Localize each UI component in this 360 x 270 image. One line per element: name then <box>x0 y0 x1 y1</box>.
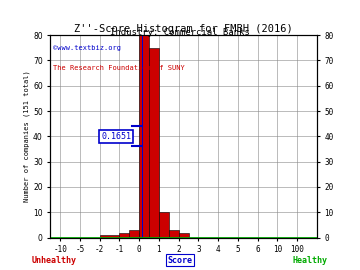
Text: Industry: Commercial Banks: Industry: Commercial Banks <box>110 28 250 37</box>
Bar <box>149 48 159 238</box>
Y-axis label: Number of companies (151 total): Number of companies (151 total) <box>24 70 30 202</box>
Text: 0.1651: 0.1651 <box>102 132 131 141</box>
Text: The Research Foundation of SUNY: The Research Foundation of SUNY <box>53 65 185 72</box>
Title: Z''-Score Histogram for FMBH (2016): Z''-Score Histogram for FMBH (2016) <box>74 24 293 34</box>
Bar <box>120 232 139 238</box>
Bar <box>100 235 120 238</box>
Bar <box>159 212 169 238</box>
Text: ©www.textbiz.org: ©www.textbiz.org <box>53 45 121 51</box>
Bar <box>179 232 189 238</box>
Bar <box>169 230 179 238</box>
Bar <box>142 35 143 238</box>
Bar <box>139 35 149 238</box>
Text: Healthy: Healthy <box>292 256 327 265</box>
Text: Unhealthy: Unhealthy <box>32 256 76 265</box>
Bar <box>129 230 139 238</box>
Text: Score: Score <box>167 256 193 265</box>
